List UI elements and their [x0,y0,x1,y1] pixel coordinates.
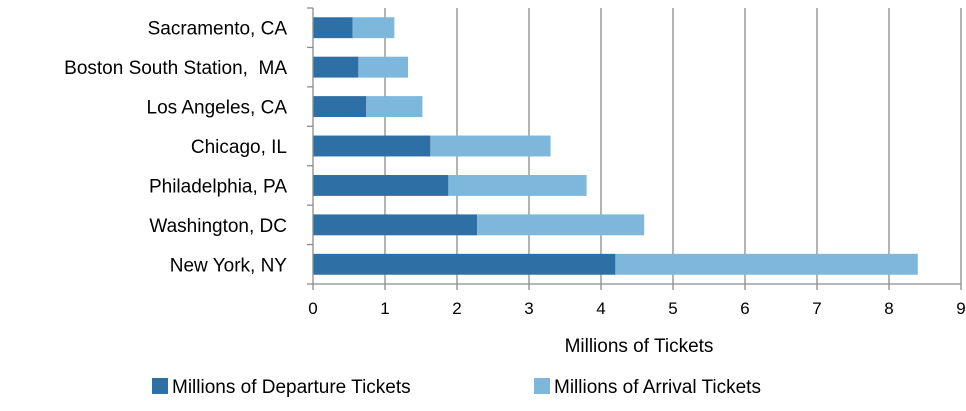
x-tick-label: 7 [812,299,821,318]
category-label: Washington, DC [149,216,287,237]
x-tick-label: 4 [596,299,605,318]
x-tick-label: 3 [524,299,533,318]
bar-departure-4 [313,96,367,118]
bar-arrival-3 [430,135,551,157]
legend: Millions of Departure Tickets Millions of… [152,377,761,398]
category-labels: New York, NY Washington, DC Philadelphia, … [64,19,287,277]
category-label: Los Angeles, CA [147,98,288,119]
gridlines [384,8,962,284]
legend-swatch-arrival [534,378,550,394]
bar-arrival-6 [352,17,395,39]
category-label: Chicago, IL [191,137,287,158]
bars [313,17,918,275]
x-tick-label: 5 [668,299,677,318]
x-tick-label: 8 [884,299,893,318]
bar-arrival-2 [448,174,587,196]
bar-departure-5 [313,56,359,78]
x-tick-label: 1 [380,299,389,318]
bar-departure-0 [313,253,616,275]
axes [307,7,962,290]
legend-swatch-departure [152,378,168,394]
category-label: Philadelphia, PA [149,176,287,197]
bar-departure-1 [313,214,478,236]
bar-departure-2 [313,174,449,196]
x-tick-label: 2 [452,299,461,318]
x-tick-label: 6 [740,299,749,318]
bar-arrival-5 [358,56,409,78]
bar-arrival-0 [615,253,918,275]
x-tick-labels: 0 1 2 3 4 5 6 7 8 9 [308,299,965,318]
bar-arrival-1 [477,214,645,236]
category-label: Boston South Station, MA [64,58,287,79]
category-label: Sacramento, CA [148,19,288,40]
x-axis-title: Millions of Tickets [565,336,714,357]
legend-label-arrival: Millions of Arrival Tickets [554,377,761,398]
bar-departure-6 [313,17,353,39]
bar-arrival-4 [366,96,423,118]
legend-label-departure: Millions of Departure Tickets [172,377,411,398]
x-tick-label: 0 [308,299,317,318]
bar-departure-3 [313,135,431,157]
category-label: New York, NY [170,255,288,276]
x-tick-label: 9 [956,299,965,318]
